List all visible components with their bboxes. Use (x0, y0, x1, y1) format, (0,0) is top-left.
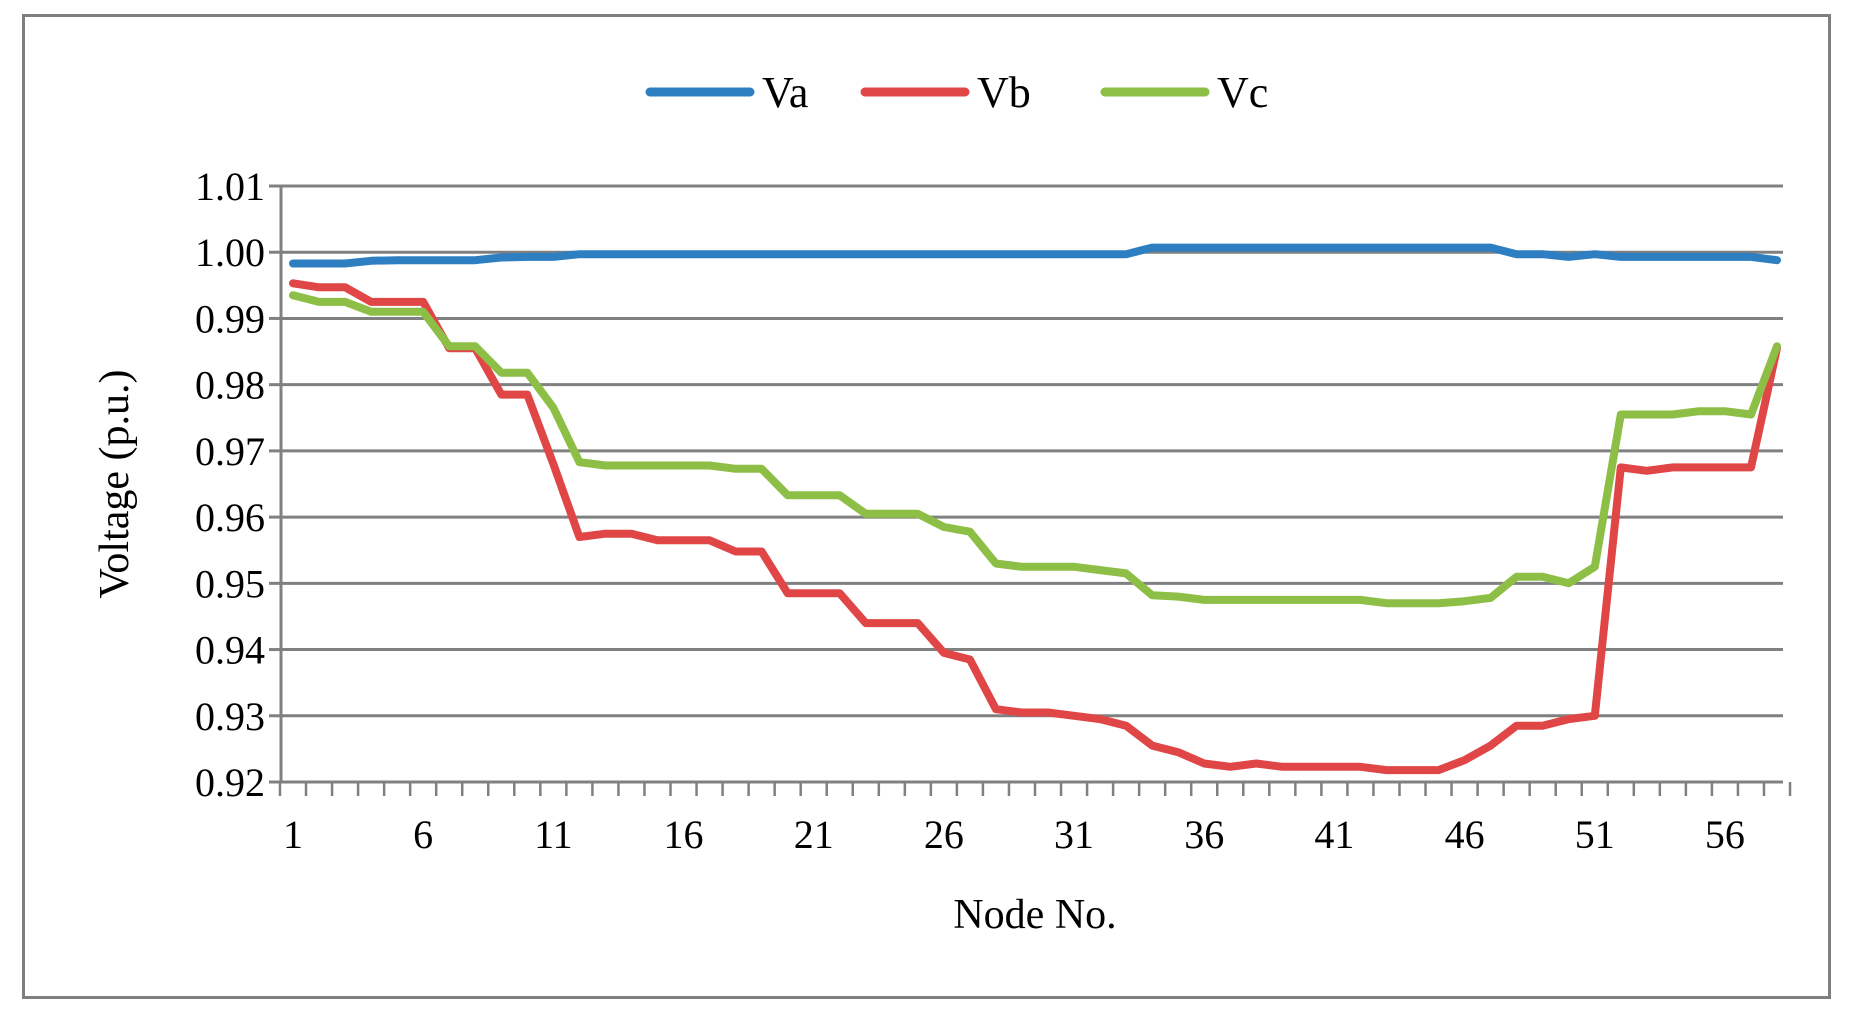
series-line-vc (289, 291, 1781, 608)
y-tick-label-0.93: 0.93 (195, 694, 265, 739)
x-tick-label-1: 1 (283, 812, 303, 857)
legend-label-vb: Vb (977, 68, 1031, 117)
legend-label-vc: Vc (1217, 68, 1268, 117)
x-tick-label-41: 41 (1314, 812, 1354, 857)
y-tick-label-0.98: 0.98 (195, 363, 265, 408)
axes: 0.92 0.93 0.94 0.95 0.96 0.97 0.98 0.99 1.00 1.01… (195, 164, 1792, 857)
legend: Va Vb Vc (645, 68, 1268, 117)
y-tick-label-0.92: 0.92 (195, 760, 265, 805)
x-tick-label-11: 11 (534, 812, 573, 857)
y-tick-label-0.97: 0.97 (195, 429, 265, 474)
y-tick-label-0.96: 0.96 (195, 495, 265, 540)
y-tick-label-0.99: 0.99 (195, 296, 265, 341)
y-tick-label-0.94: 0.94 (195, 628, 265, 673)
x-axis-title: Node No. (953, 892, 1116, 938)
x-tick-label-51: 51 (1575, 812, 1615, 857)
x-tick-label-21: 21 (794, 812, 834, 857)
series-line-va (289, 243, 1781, 268)
y-tick-label-0.95: 0.95 (195, 561, 265, 606)
y-tick-label-1.00: 1.00 (195, 230, 265, 275)
series-line-vb (289, 279, 1781, 775)
series-lines (289, 243, 1781, 775)
y-tick-label-1.01: 1.01 (195, 164, 265, 209)
grid-lines (281, 184, 1783, 718)
x-tick-label-46: 46 (1445, 812, 1485, 857)
x-tick-label-16: 16 (664, 812, 704, 857)
chart-frame (22, 14, 1831, 999)
x-tick-label-26: 26 (924, 812, 964, 857)
x-tick-label-36: 36 (1184, 812, 1224, 857)
y-axis-title: Voltage (p.u.) (92, 369, 138, 598)
x-tick-label-6: 6 (413, 812, 433, 857)
x-tick-label-56: 56 (1705, 812, 1745, 857)
x-tick-label-31: 31 (1054, 812, 1094, 857)
legend-label-va: Va (762, 68, 808, 117)
